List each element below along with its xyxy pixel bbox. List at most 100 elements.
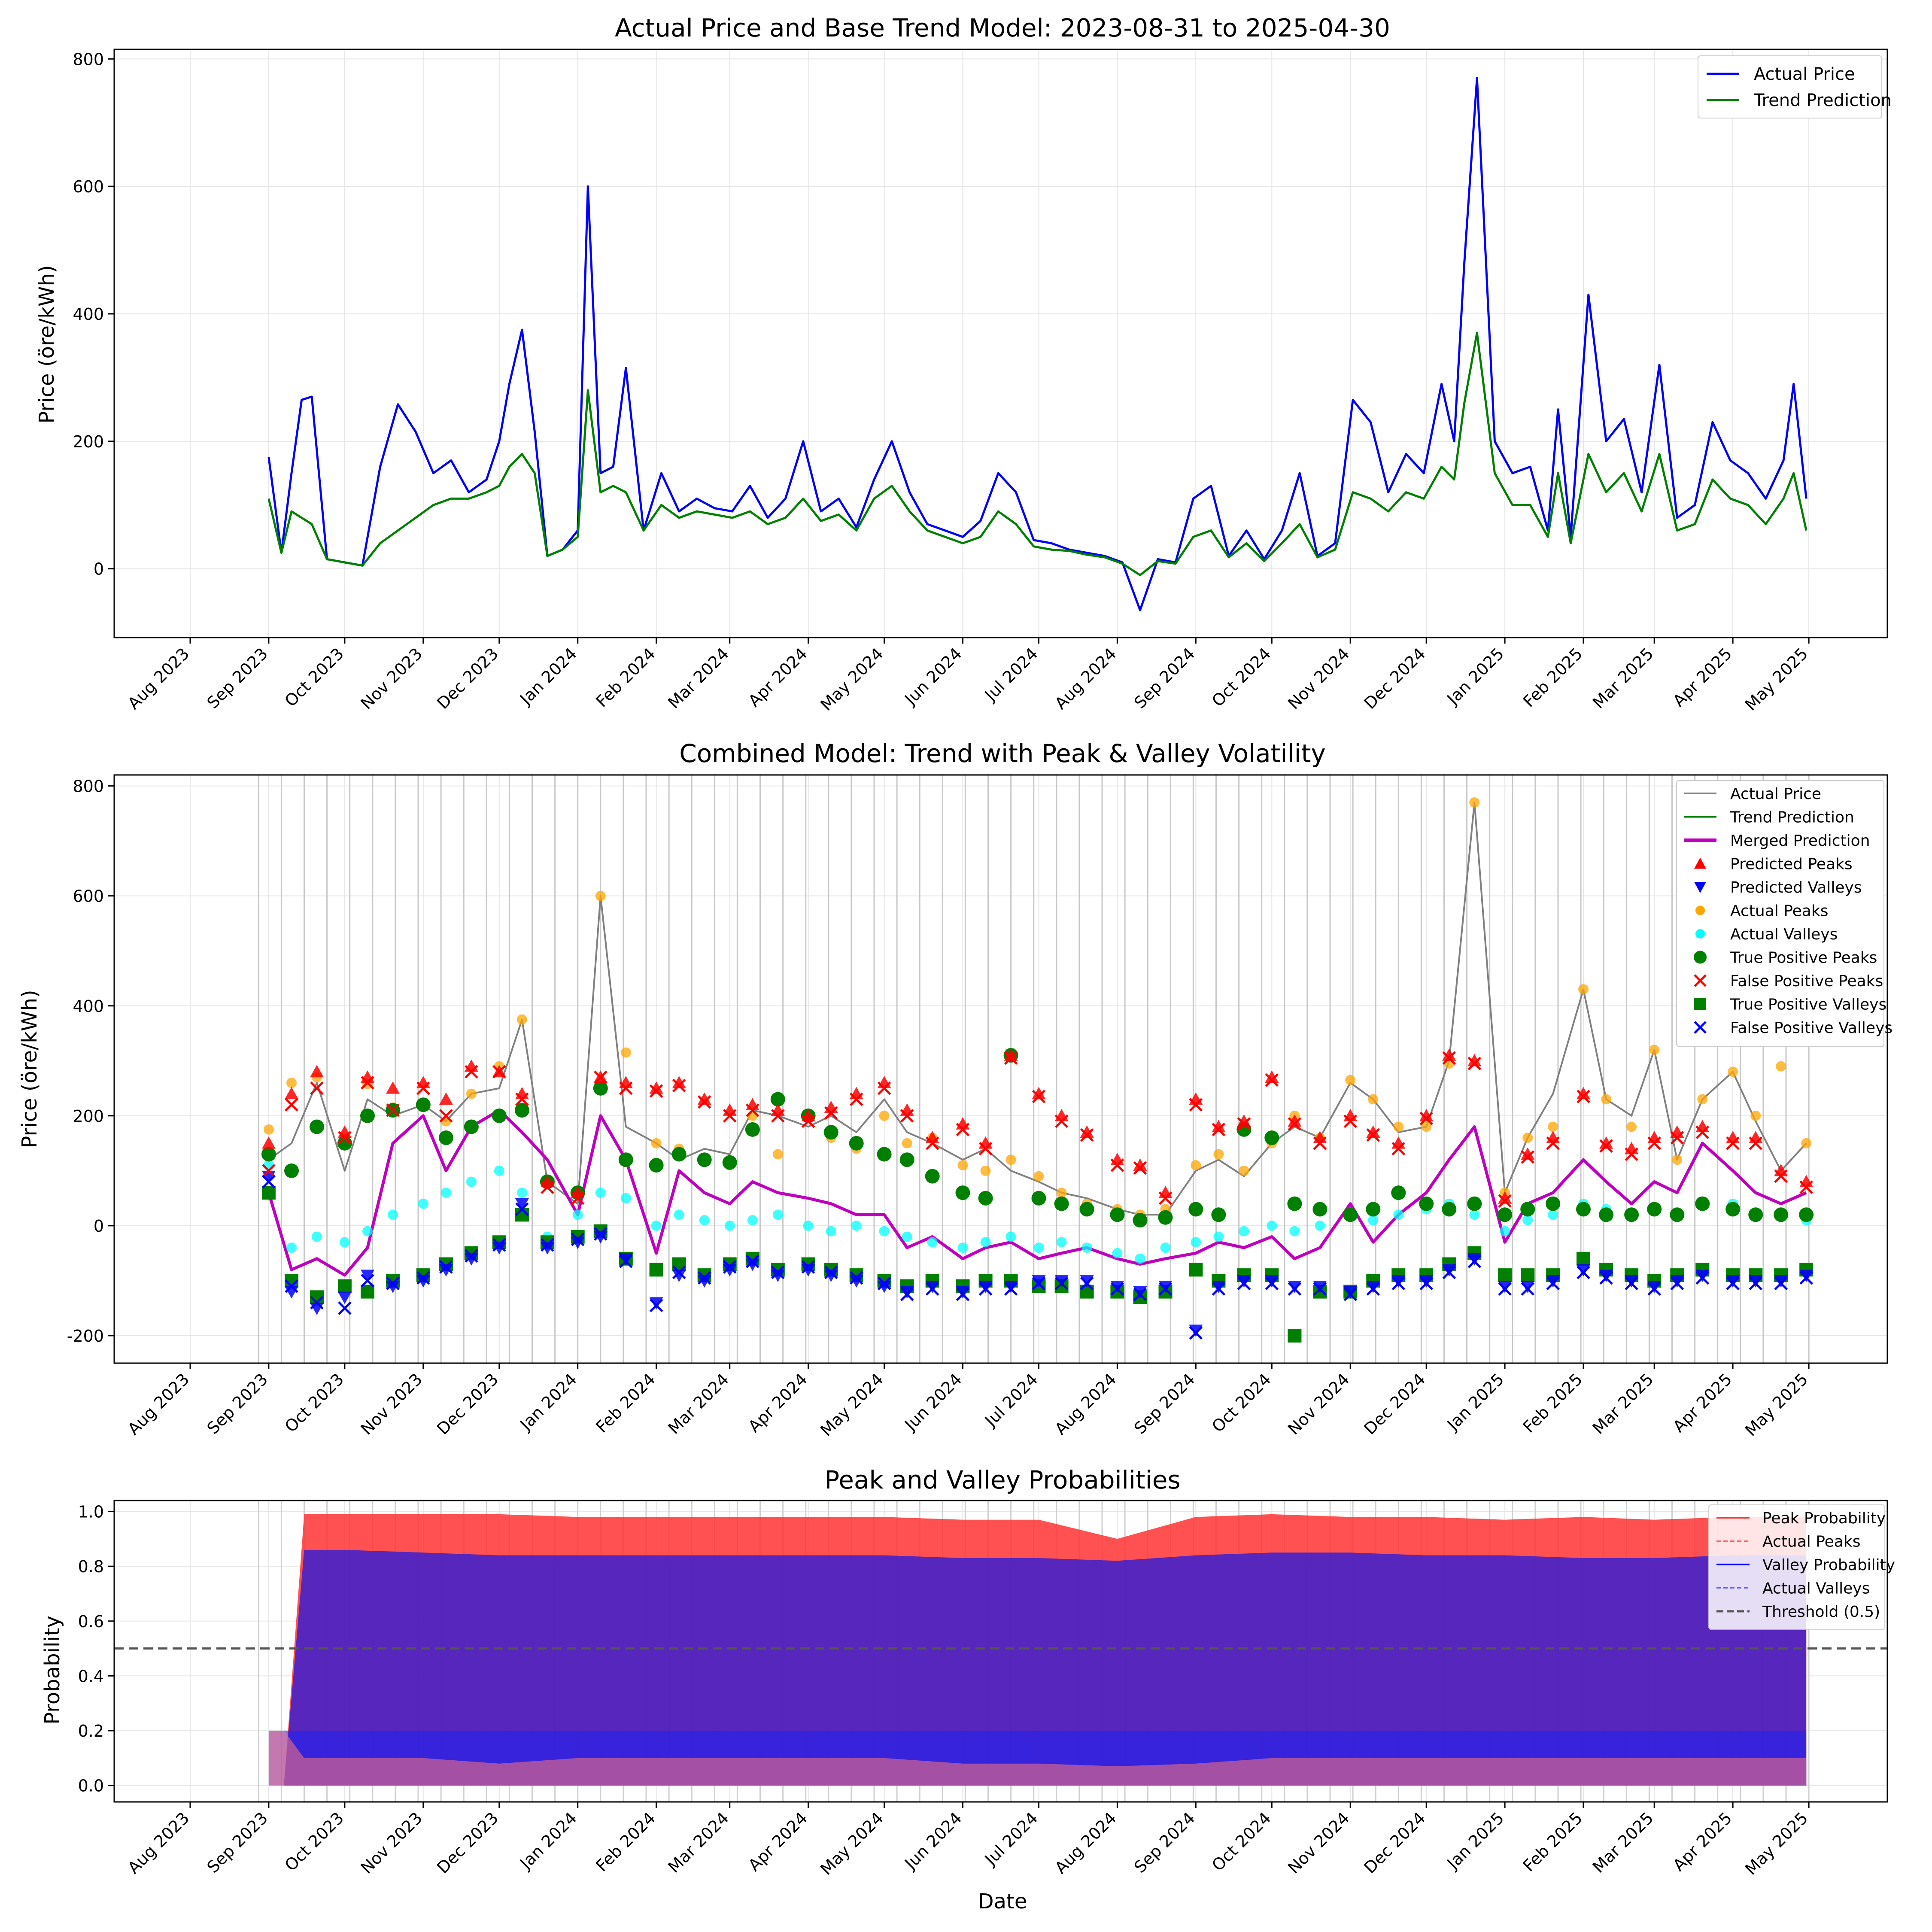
- false-positive-peak-point: [619, 1081, 633, 1095]
- false-positive-valley-point: [956, 1288, 970, 1301]
- predicted-valley-point: [439, 1264, 453, 1277]
- false-positive-valley-point: [925, 1282, 939, 1296]
- actual-peak-point: [1649, 1045, 1660, 1055]
- legend-actual-price: Actual Price: [1754, 64, 1855, 84]
- false-positive-peak-point: [338, 1131, 352, 1145]
- actual-peak-point: [1469, 797, 1480, 808]
- actual-peak-point: [772, 1149, 783, 1160]
- actual-valley-point: [1368, 1215, 1379, 1226]
- false-positive-peak-point: [877, 1081, 891, 1095]
- false-positive-peak-point: [541, 1180, 554, 1194]
- true-positive-peak-point: [823, 1125, 838, 1140]
- predicted-peak-point: [697, 1092, 711, 1105]
- true-positive-peak-point: [1498, 1207, 1513, 1222]
- actual-peak-point: [980, 1165, 991, 1176]
- false-positive-valley-point: [1695, 1271, 1710, 1285]
- actual-valley-point: [927, 1237, 938, 1248]
- y-tick-label: 600: [73, 887, 104, 906]
- legend-trend-prediction: Trend Prediction: [1753, 91, 1892, 110]
- actual-peak-point: [1191, 1160, 1201, 1171]
- predicted-valley-point: [619, 1253, 633, 1266]
- actual-valley-point: [362, 1226, 373, 1236]
- predicted-valley-point: [1599, 1270, 1613, 1282]
- predicted-valley-point: [1158, 1280, 1173, 1293]
- false-positive-peak-point: [1749, 1136, 1762, 1150]
- true-positive-peak-point: [1576, 1202, 1591, 1217]
- predicted-valley-point: [1054, 1275, 1069, 1288]
- false-positive-peak-point: [1577, 1090, 1590, 1103]
- actual-peak-point: [1393, 1121, 1404, 1132]
- predicted-peak-point: [1133, 1158, 1147, 1171]
- false-positive-valley-point: [771, 1265, 785, 1279]
- predicted-peak-point: [1419, 1109, 1434, 1121]
- actual-peak-point: [1213, 1149, 1224, 1160]
- actual-peak-point: [440, 1116, 451, 1127]
- false-positive-valley-point: [1577, 1265, 1590, 1279]
- predicted-valley-point: [1212, 1280, 1226, 1293]
- true-positive-peak-point: [770, 1092, 785, 1107]
- false-positive-peak-point: [1726, 1136, 1740, 1150]
- predicted-valley-point: [593, 1231, 608, 1244]
- actual-valley-point: [1239, 1226, 1249, 1236]
- actual-peak-point: [1626, 1121, 1637, 1132]
- predicted-valley-point: [824, 1270, 838, 1282]
- legend-label: Actual Valleys: [1730, 926, 1838, 943]
- false-positive-peak-point: [1212, 1123, 1226, 1136]
- false-positive-valley-point: [541, 1238, 554, 1252]
- actual-peak-point: [516, 1014, 527, 1025]
- actual-valley-point: [1469, 1209, 1480, 1220]
- false-positive-valley-point: [900, 1288, 914, 1301]
- false-positive-valley-point: [465, 1249, 478, 1263]
- actual-valley-point: [440, 1188, 451, 1198]
- false-positive-peak-point: [1265, 1073, 1279, 1087]
- panel1-title: Actual Price and Base Trend Model: 2023-…: [615, 13, 1390, 43]
- false-positive-valley-point: [1032, 1276, 1046, 1291]
- true-positive-peak-point: [1442, 1202, 1457, 1217]
- true-positive-peak-point: [284, 1163, 299, 1178]
- false-positive-peak-point: [1521, 1150, 1534, 1164]
- true-positive-peak-point: [1624, 1207, 1639, 1222]
- predicted-valley-point: [1189, 1324, 1203, 1337]
- predicted-valley-point: [1749, 1275, 1763, 1288]
- actual-valley-point: [747, 1215, 758, 1226]
- true-positive-peak-point: [1799, 1207, 1814, 1222]
- false-positive-valley-point: [619, 1255, 633, 1268]
- predicted-valley-point: [925, 1280, 939, 1293]
- predicted-peak-point: [1288, 1114, 1302, 1127]
- false-positive-valley-point: [1546, 1276, 1560, 1291]
- actual-peak-point: [1578, 984, 1589, 995]
- actual-peak-point: [1801, 1138, 1812, 1148]
- actual-peak-point: [620, 1047, 631, 1058]
- legend-label: Peak Probability: [1762, 1510, 1886, 1527]
- predicted-peak-point: [1442, 1048, 1456, 1061]
- false-positive-peak-point: [1467, 1057, 1482, 1070]
- predicted-peak-point: [1599, 1136, 1613, 1149]
- false-positive-peak-point: [416, 1081, 430, 1095]
- predicted-peak-point: [649, 1081, 663, 1094]
- true-positive-peak-point: [1158, 1210, 1173, 1225]
- predicted-valley-point: [1133, 1286, 1147, 1299]
- false-positive-peak-point: [1799, 1180, 1813, 1194]
- false-positive-valley-point: [515, 1202, 529, 1216]
- legend-label: Valley Probability: [1762, 1556, 1895, 1574]
- predicted-valley-point: [1670, 1275, 1684, 1288]
- predicted-peak-point: [1237, 1114, 1251, 1127]
- legend-label: Merged Prediction: [1730, 832, 1870, 850]
- predicted-valley-point: [1366, 1280, 1380, 1293]
- true-positive-peak-point: [1343, 1207, 1358, 1222]
- series-actual-peaks: [268, 1731, 1807, 1786]
- y-tick-label: 0.8: [78, 1557, 104, 1576]
- true-positive-peak-point: [978, 1191, 993, 1206]
- actual-peak-point: [1601, 1094, 1612, 1105]
- false-positive-valley-point: [649, 1298, 663, 1312]
- actual-valley-point: [1267, 1220, 1277, 1231]
- false-positive-peak-point: [697, 1095, 711, 1109]
- true-positive-valley-point: [1288, 1328, 1302, 1343]
- legend-label: True Positive Valleys: [1730, 996, 1886, 1014]
- predicted-peak-point: [1521, 1147, 1535, 1160]
- legend-box: [1708, 1504, 1885, 1630]
- predicted-valley-point: [492, 1242, 506, 1255]
- actual-valley-point: [1191, 1237, 1201, 1248]
- false-positive-peak-point: [801, 1114, 815, 1128]
- false-positive-valley-point: [1366, 1282, 1380, 1296]
